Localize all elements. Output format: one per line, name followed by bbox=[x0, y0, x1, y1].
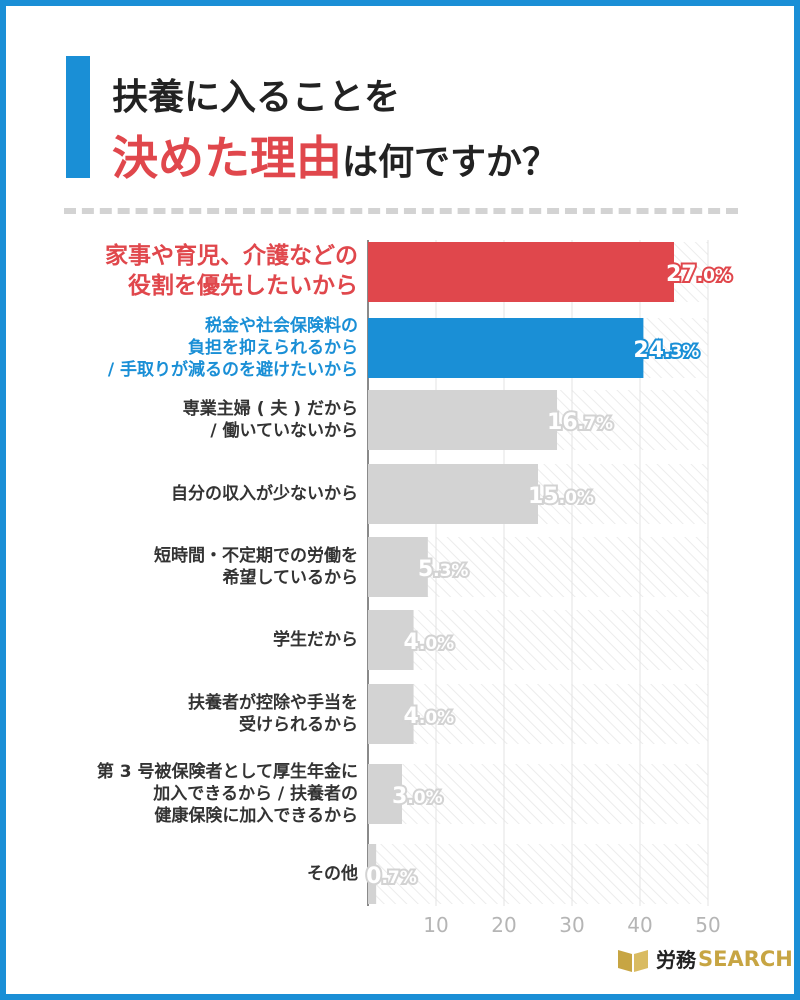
bar bbox=[368, 610, 414, 670]
value-label: 15.0% bbox=[528, 484, 594, 509]
x-tick-label: 10 bbox=[423, 913, 448, 937]
bar bbox=[368, 318, 644, 378]
value-label: 0.7% bbox=[366, 864, 417, 889]
chart-title-line2: 決めた理由は何ですか？ bbox=[112, 122, 558, 188]
value-label: 3.0% bbox=[392, 784, 443, 809]
value-label: 4.0% bbox=[404, 704, 455, 729]
value-label: 24.3% bbox=[633, 338, 699, 363]
x-tick-label: 20 bbox=[491, 913, 516, 937]
title-accent-bar bbox=[66, 56, 90, 178]
bar-track bbox=[368, 684, 708, 744]
book-icon bbox=[618, 949, 648, 972]
bar bbox=[368, 764, 402, 824]
category-label: 専業主婦 ( 夫 ) だから / 働いていないから bbox=[182, 398, 358, 441]
category-label: 自分の収入が少ないから bbox=[171, 483, 358, 504]
x-tick-label: 30 bbox=[559, 913, 584, 937]
title-divider bbox=[64, 208, 738, 214]
chart-title-line1: 扶養に入ることを bbox=[112, 77, 401, 118]
bar-track bbox=[368, 610, 708, 670]
logo-jp-text: 労務 bbox=[656, 948, 696, 972]
logo-en-text: SEARCH bbox=[698, 946, 793, 971]
bar bbox=[368, 684, 414, 744]
bar bbox=[368, 537, 428, 597]
category-label: 学生だから bbox=[273, 629, 358, 650]
bar-track bbox=[368, 764, 708, 824]
chart-title-rest: は何ですか？ bbox=[342, 142, 559, 183]
value-label: 4.0% bbox=[404, 630, 455, 655]
value-label: 5.3% bbox=[418, 557, 469, 582]
bar bbox=[368, 844, 377, 904]
value-label: 16.7% bbox=[547, 410, 613, 435]
category-label: 家事や育児、介護などの 役割を優先したいから bbox=[105, 243, 358, 299]
bar bbox=[368, 242, 674, 302]
category-label: 税金や社会保険料の 負担を抑えられるから / 手取りが減るのを避けたいから bbox=[107, 315, 358, 381]
x-tick-label: 50 bbox=[695, 913, 720, 937]
category-label: その他 bbox=[307, 863, 358, 884]
category-label: 短時間・不定期での労働を 希望しているから bbox=[154, 545, 358, 588]
category-label: 第 3 号被保険者として厚生年金に 加入できるから / 扶養者の 健康保険に加入… bbox=[96, 761, 358, 827]
brand-logo: 労務 SEARCH bbox=[616, 944, 793, 973]
chart-title-accent: 決めた理由 bbox=[112, 131, 342, 185]
category-label: 扶養者が控除や手当を 受けられるから bbox=[188, 692, 358, 735]
value-label: 27.0% bbox=[666, 262, 732, 287]
bar bbox=[368, 464, 538, 524]
x-tick-label: 40 bbox=[627, 913, 652, 937]
bar-track bbox=[368, 844, 708, 904]
bar bbox=[368, 390, 558, 450]
